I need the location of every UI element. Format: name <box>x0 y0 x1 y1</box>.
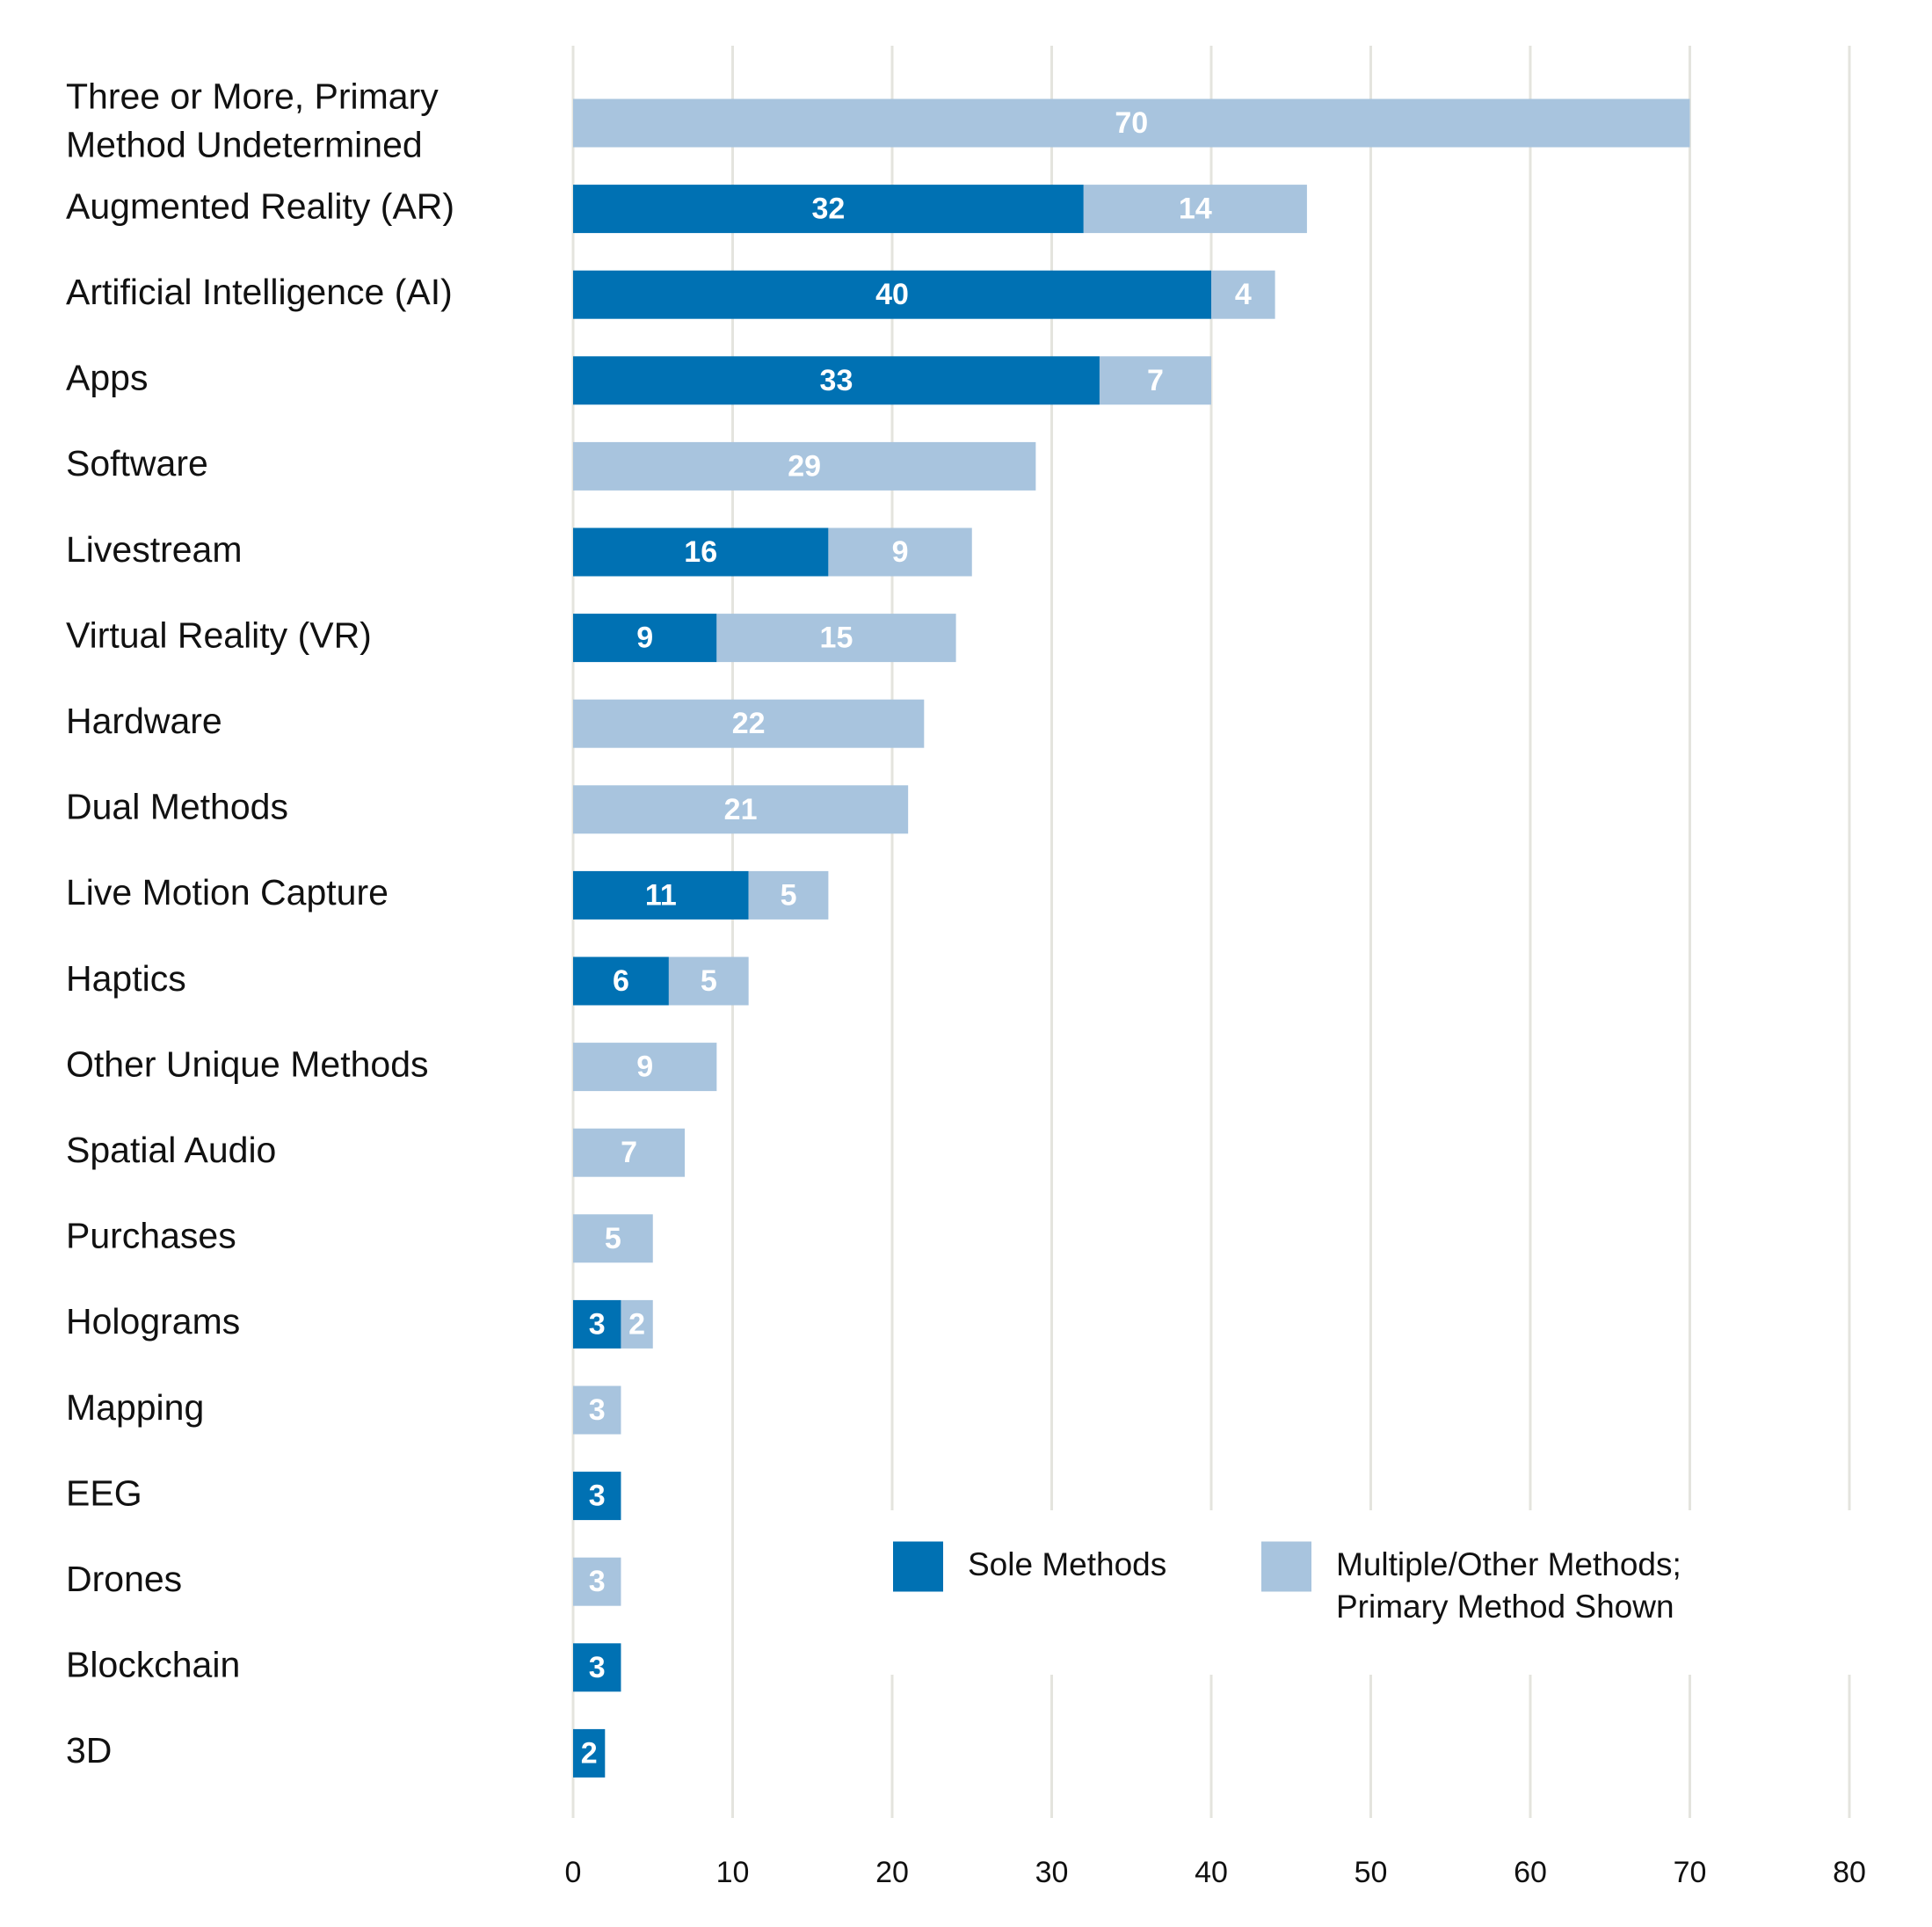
bar-multiple-other-methods <box>621 1299 653 1349</box>
bar-value-label: 9 <box>636 1051 653 1084</box>
x-tick-label: 60 <box>1514 1856 1547 1889</box>
bar-value-label: 3 <box>589 1565 606 1598</box>
category-label: Drones <box>66 1559 182 1599</box>
bar-value-label: 33 <box>820 364 853 397</box>
x-tick-label: 80 <box>1833 1856 1866 1889</box>
category-label: Hardware <box>66 701 222 741</box>
bar-multiple-other-methods <box>573 1557 621 1606</box>
category-label: Spatial Audio <box>66 1130 276 1170</box>
bar-value-label: 5 <box>605 1222 621 1255</box>
bar-sole-methods <box>573 956 669 1006</box>
bar-value-label: 29 <box>788 449 821 483</box>
bar-multiple-other-methods <box>573 1128 686 1177</box>
x-tick-label: 40 <box>1195 1856 1228 1889</box>
x-tick-label: 20 <box>875 1856 909 1889</box>
bar-value-label: 11 <box>645 878 677 912</box>
bar-value-label: 7 <box>1147 364 1164 397</box>
bar-sole-methods <box>573 1472 621 1521</box>
bar-sole-methods <box>573 870 749 920</box>
bar-multiple-other-methods <box>828 527 972 577</box>
bar-multiple-other-methods <box>573 441 1036 491</box>
x-tick-label: 10 <box>716 1856 750 1889</box>
category-label: Software <box>66 443 208 484</box>
bar-value-label: 3 <box>589 1651 606 1684</box>
bar-value-label: 2 <box>628 1307 645 1341</box>
legend-label: Multiple/Other Methods; <box>1336 1546 1681 1582</box>
bar-value-label: 2 <box>581 1736 598 1770</box>
bar-multiple-other-methods <box>748 870 829 920</box>
category-label: Blockchain <box>66 1645 240 1685</box>
category-label: EEG <box>66 1473 142 1513</box>
legend-swatch-sole-methods <box>893 1541 943 1592</box>
bar-value-label: 21 <box>724 793 758 826</box>
bar-sole-methods <box>573 614 717 663</box>
x-tick-label: 0 <box>565 1856 582 1889</box>
legend-label: Sole Methods <box>968 1546 1166 1582</box>
bar-value-label: 5 <box>701 964 717 998</box>
bar-value-label: 5 <box>781 878 797 912</box>
bar-multiple-other-methods <box>573 1385 621 1435</box>
category-label: 3D <box>66 1730 112 1771</box>
category-label: Apps <box>66 358 148 398</box>
category-label: Mapping <box>66 1387 204 1428</box>
bar-value-label: 4 <box>1235 278 1252 311</box>
bar-value-label: 3 <box>589 1480 606 1513</box>
bar-value-label: 32 <box>811 193 845 226</box>
bar-value-label: 3 <box>589 1393 606 1427</box>
bar-sole-methods <box>573 1643 621 1692</box>
bar-sole-methods <box>573 527 829 577</box>
x-tick-label: 70 <box>1674 1856 1707 1889</box>
bar-multiple-other-methods <box>573 699 925 748</box>
bar-sole-methods <box>573 1728 606 1778</box>
category-label: Artificial Intelligence (AI) <box>66 272 453 312</box>
category-label: Livestream <box>66 529 243 570</box>
category-label: Holograms <box>66 1301 240 1342</box>
bar-multiple-other-methods <box>1211 270 1275 319</box>
bar-multiple-other-methods <box>573 785 909 834</box>
category-label: Augmented Reality (AR) <box>66 185 454 226</box>
bar-value-label: 9 <box>892 535 909 569</box>
bar-value-label: 16 <box>684 535 717 569</box>
category-label: Dual Methods <box>66 787 288 827</box>
bar-value-label: 6 <box>613 964 629 998</box>
bar-sole-methods <box>573 356 1100 405</box>
legend-label: Primary Method Shown <box>1336 1589 1674 1625</box>
bar-value-label: 22 <box>732 707 766 740</box>
bar-sole-methods <box>573 185 1084 234</box>
bar-value-label: 40 <box>875 278 909 311</box>
bar-multiple-other-methods <box>573 98 1690 148</box>
x-tick-label: 50 <box>1355 1856 1388 1889</box>
category-label: Virtual Reality (VR) <box>66 614 372 655</box>
category-label: Haptics <box>66 958 186 999</box>
category-label: Other Unique Methods <box>66 1043 429 1084</box>
legend-swatch-multiple-other-methods <box>1261 1541 1311 1592</box>
x-tick-label: 30 <box>1035 1856 1069 1889</box>
bar-multiple-other-methods <box>716 614 956 663</box>
category-label: Method Undetermined <box>66 124 423 164</box>
bar-value-label: 7 <box>621 1136 637 1169</box>
bar-sole-methods <box>573 1299 621 1349</box>
category-label: Three or More, Primary <box>66 76 439 116</box>
bar-multiple-other-methods <box>1083 185 1307 234</box>
bar-value-label: 15 <box>820 622 853 655</box>
bar-value-label: 3 <box>589 1307 606 1341</box>
bar-value-label: 70 <box>1115 106 1148 140</box>
bar-value-label: 9 <box>636 622 653 655</box>
bar-sole-methods <box>573 270 1211 319</box>
bar-multiple-other-methods <box>573 1214 653 1263</box>
bar-value-label: 14 <box>1179 193 1212 226</box>
bar-multiple-other-methods <box>573 1043 717 1092</box>
bar-multiple-other-methods <box>668 956 749 1006</box>
category-label: Purchases <box>66 1216 236 1256</box>
bar-multiple-other-methods <box>1099 356 1211 405</box>
category-label: Live Motion Capture <box>66 872 389 913</box>
